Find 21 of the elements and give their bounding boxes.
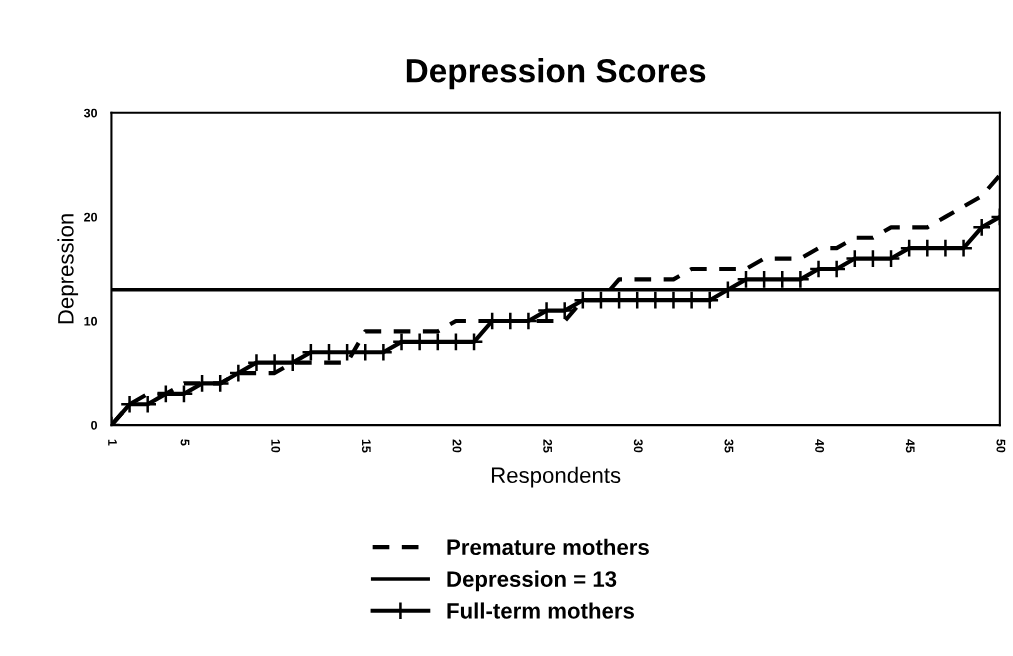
y-tick-label: 0 (91, 420, 98, 430)
y-tick-label: 20 (84, 212, 98, 222)
x-axis-title: Respondents (491, 466, 621, 488)
chart-title: Depression Scores (406, 58, 706, 90)
x-tick-label: 30 (633, 439, 643, 453)
y-tick-label: 10 (84, 316, 98, 326)
y-tick-label: 30 (83, 108, 98, 118)
y-axis-title: Depression (57, 214, 79, 324)
x-tick-label: 35 (724, 439, 734, 453)
x-tick-label: 50 (996, 439, 1006, 453)
x-tick-label: 15 (361, 439, 371, 453)
x-tick-label: 5 (180, 439, 190, 446)
x-tick-label: 40 (815, 439, 825, 453)
legend-label: Full-term mothers (447, 602, 634, 619)
legend-label: Premature mothers (447, 538, 649, 556)
x-tick-label: 20 (452, 439, 462, 453)
x-tick-label: 10 (271, 439, 281, 453)
x-tick-label: 25 (543, 439, 553, 453)
x-tick-label: 1 (108, 439, 117, 446)
x-tick-label: 45 (905, 439, 915, 453)
legend-label: Depression = 13 (447, 570, 617, 592)
